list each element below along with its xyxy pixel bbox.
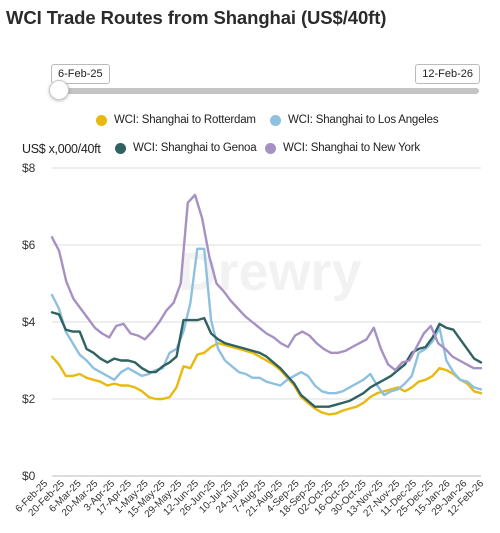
range-start-label: 6-Feb-25 (51, 64, 110, 84)
series-line-0 (50, 342, 483, 416)
legend-item-los-angeles[interactable]: WCI: Shanghai to Los Angeles (270, 114, 439, 126)
y-tick-label: $0 (22, 469, 36, 483)
legend-label-rotterdam: WCI: Shanghai to Rotterdam (114, 114, 256, 126)
legend-label-new-york: WCI: Shanghai to New York (283, 142, 420, 154)
page-title: WCI Trade Routes from Shanghai (US$/40ft… (6, 7, 387, 28)
legend-item-new-york[interactable]: WCI: Shanghai to New York (265, 142, 420, 154)
legend-swatch-genoa (115, 142, 126, 154)
series-line-3 (50, 193, 483, 372)
x-axis-ticks: 6-Feb-2520-Feb-256-Mar-2520-Mar-253-Apr-… (14, 478, 487, 520)
y-tick-label: $4 (22, 315, 36, 329)
legend-swatch-los-angeles (270, 114, 281, 126)
range-end-label: 12-Feb-26 (415, 64, 480, 84)
series-line-1 (50, 247, 483, 397)
legend-label-genoa: WCI: Shanghai to Genoa (133, 142, 257, 154)
y-tick-label: $6 (22, 238, 36, 252)
chart-series-lines (50, 193, 483, 416)
date-range-slider-track[interactable] (52, 88, 479, 94)
y-tick-label: $2 (22, 392, 36, 406)
y-axis-ticks: $0 $2 $4 $6 $8 (22, 161, 36, 483)
y-axis-label: US$ x,000/40ft (22, 142, 101, 156)
legend-item-rotterdam[interactable]: WCI: Shanghai to Rotterdam (96, 114, 256, 126)
legend-swatch-rotterdam (96, 114, 107, 126)
y-tick-label: $8 (22, 161, 36, 175)
series-line-2 (50, 311, 483, 408)
legend-label-los-angeles: WCI: Shanghai to Los Angeles (288, 114, 439, 126)
legend-item-genoa[interactable]: WCI: Shanghai to Genoa (115, 142, 257, 154)
chart-gridlines (52, 167, 481, 477)
legend-swatch-new-york (265, 142, 276, 154)
date-range-slider-handle[interactable] (49, 80, 69, 100)
